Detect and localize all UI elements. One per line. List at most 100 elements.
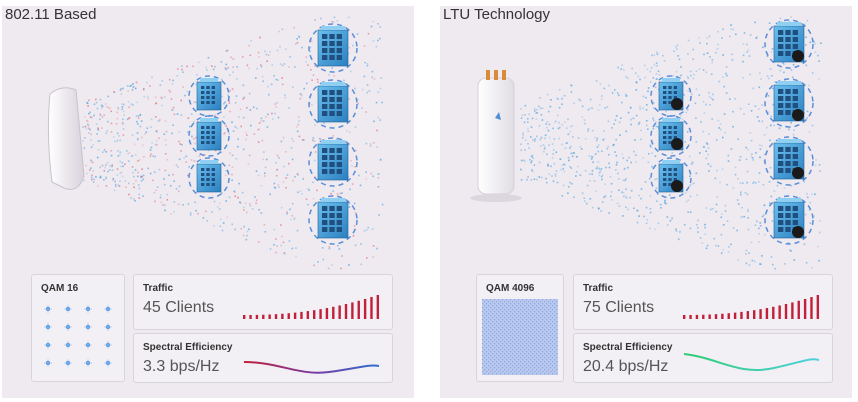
signal-dot — [356, 98, 359, 101]
signal-dot — [772, 211, 774, 213]
signal-dot — [140, 175, 142, 178]
signal-dot — [87, 123, 89, 126]
spectral-label: Spectral Efficiency — [143, 342, 233, 353]
signal-dot — [135, 180, 137, 182]
signal-dot — [193, 120, 195, 123]
signal-dot — [676, 44, 679, 47]
signal-dot — [187, 117, 190, 119]
signal-dot — [726, 220, 729, 222]
signal-dot — [372, 245, 375, 247]
signal-dot — [643, 64, 646, 67]
signal-dot — [291, 137, 293, 140]
signal-dot — [558, 121, 560, 124]
signal-dot — [349, 188, 351, 191]
signal-dot — [284, 94, 286, 96]
signal-dot — [749, 132, 752, 134]
signal-dot — [540, 176, 543, 179]
signal-dot — [98, 140, 101, 142]
signal-dot — [727, 251, 730, 253]
signal-dot — [275, 251, 277, 254]
traffic-bar — [695, 314, 699, 319]
signal-dot — [310, 40, 313, 43]
traffic-bar — [816, 295, 820, 319]
signal-dot — [554, 173, 557, 175]
signal-dot — [296, 38, 298, 40]
signal-dot — [112, 179, 114, 181]
signal-dot — [692, 58, 694, 60]
signal-dot — [759, 72, 761, 74]
signal-dot — [770, 256, 773, 258]
signal-dot — [105, 164, 107, 166]
signal-dot — [173, 201, 176, 203]
signal-dot — [378, 214, 380, 216]
signal-dot — [704, 224, 706, 226]
signal-dot — [279, 45, 281, 48]
signal-dot — [564, 121, 566, 123]
signal-dot — [336, 20, 338, 22]
signal-dot — [221, 95, 224, 98]
signal-dot — [762, 46, 764, 49]
signal-dot — [618, 205, 621, 207]
signal-dot — [806, 117, 808, 119]
signal-dot — [297, 191, 299, 194]
signal-dot — [569, 147, 571, 149]
signal-dot — [90, 139, 92, 141]
signal-dot — [246, 107, 248, 109]
signal-dot — [548, 173, 551, 176]
signal-dot — [567, 118, 569, 121]
signal-dot — [150, 146, 153, 149]
signal-dot — [132, 183, 135, 185]
signal-dot — [602, 139, 604, 141]
signal-dot — [646, 104, 648, 106]
signal-dot — [742, 77, 744, 79]
signal-dot — [246, 211, 248, 214]
signal-dot — [281, 64, 284, 67]
signal-dot — [211, 211, 213, 213]
signal-dot — [687, 53, 689, 55]
signal-dot — [717, 245, 720, 247]
signal-dot — [84, 116, 86, 118]
signal-dot — [747, 210, 749, 212]
signal-dot — [704, 226, 706, 229]
signal-dot — [724, 210, 727, 212]
signal-dot — [219, 218, 222, 221]
signal-dot — [155, 130, 158, 133]
signal-dot — [265, 158, 268, 161]
signal-dot — [570, 84, 572, 87]
signal-dot — [270, 83, 273, 86]
signal-dot — [260, 120, 263, 122]
signal-dot — [99, 175, 102, 178]
signal-dot — [133, 198, 135, 200]
signal-dot — [150, 118, 153, 121]
signal-dot — [232, 130, 235, 132]
signal-dot — [571, 125, 573, 127]
signal-dot — [117, 149, 119, 152]
signal-dot — [689, 211, 692, 213]
signal-dot — [530, 136, 532, 138]
signal-dot — [372, 256, 374, 258]
signal-dot — [553, 138, 556, 140]
signal-dot — [228, 102, 231, 104]
signal-dot — [333, 75, 336, 77]
signal-dot — [273, 243, 275, 246]
signal-dot — [566, 142, 568, 144]
signal-dot — [227, 94, 229, 97]
signal-dot — [819, 220, 821, 222]
signal-dot — [194, 101, 197, 103]
traffic-bar — [721, 313, 724, 319]
signal-dot — [132, 86, 135, 88]
signal-dot — [571, 84, 573, 87]
signal-dot — [108, 107, 111, 109]
signal-dot — [222, 222, 225, 224]
signal-dot — [616, 92, 619, 94]
signal-dot — [110, 154, 113, 157]
signal-dot — [656, 53, 659, 56]
signal-dot — [587, 128, 590, 130]
signal-dot — [151, 142, 153, 144]
signal-dot — [738, 159, 741, 161]
signal-dot — [300, 94, 303, 97]
traffic-bar — [765, 308, 769, 319]
signal-dot — [652, 102, 655, 104]
signal-dot — [133, 175, 135, 178]
signal-dot — [218, 202, 221, 205]
